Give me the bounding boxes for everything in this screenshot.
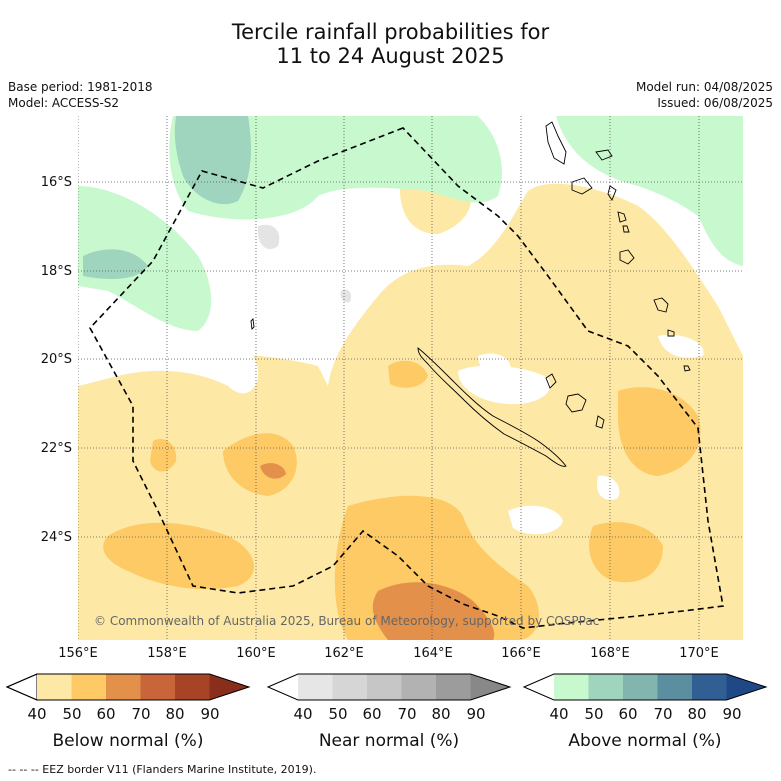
lat-label-20s: 20°S (40, 352, 72, 367)
near-colorbar-title: Near normal (%) (318, 731, 460, 751)
above-swatch-under (524, 674, 554, 700)
lon-label-168e: 168°E (590, 646, 630, 661)
near-tick-90: 90 (466, 705, 486, 723)
above-tick-70: 70 (653, 705, 673, 723)
colorbar-near (266, 673, 512, 701)
vanuatu-islands (545, 121, 691, 372)
above-tick-40: 40 (549, 705, 569, 723)
base-period: Base period: 1981-2018 (8, 80, 153, 94)
small-island-west (250, 318, 255, 330)
below-tick-60: 60 (96, 705, 116, 723)
grid-lines (78, 116, 743, 640)
above-tick-80: 80 (687, 705, 707, 723)
near-40-50-spot-1 (257, 224, 280, 250)
lon-label-162e: 162°E (324, 646, 364, 661)
above-tick-90: 90 (722, 705, 742, 723)
lon-label-170e: 170°E (679, 646, 719, 661)
near-swatch-80-90 (436, 674, 471, 700)
above-swatch-80-90 (692, 674, 727, 700)
colorbar-above (522, 673, 768, 701)
above-swatch-50-60 (588, 674, 623, 700)
lat-label-24s: 24°S (40, 530, 72, 545)
white-patch-1 (458, 365, 551, 405)
near-swatch-50-60 (332, 674, 367, 700)
near-tick-50: 50 (328, 705, 348, 723)
lon-label-166e: 166°E (501, 646, 541, 661)
above-40-50-west (78, 186, 212, 331)
below-colorbar-title: Below normal (%) (52, 731, 204, 751)
model-name: Model: ACCESS-S2 (8, 96, 120, 110)
near-swatch-60-70 (367, 674, 402, 700)
lat-label-16s: 16°S (40, 175, 72, 190)
above-tick-50: 50 (584, 705, 604, 723)
white-patch-4 (658, 334, 704, 358)
near-outline (266, 673, 512, 701)
below-40-50-region (78, 183, 743, 640)
below-tick-70: 70 (131, 705, 151, 723)
issued-date: Issued: 06/08/2025 (657, 96, 773, 110)
near-swatch-under (268, 674, 298, 700)
near-tick-40: 40 (293, 705, 313, 723)
near-tick-80: 80 (431, 705, 451, 723)
above-swatch-40-50 (554, 674, 589, 700)
lat-label-18s: 18°S (40, 264, 72, 279)
below-swatch-under (5, 673, 38, 701)
near-swatch-40-50 (298, 674, 333, 700)
below-swatch-60-70 (106, 674, 141, 700)
near-40-50-spot-2 (340, 289, 352, 303)
lat-label-22s: 22°S (40, 441, 72, 456)
white-patch-3 (596, 475, 620, 500)
above-tick-60: 60 (618, 705, 638, 723)
probability-map: © Commonwealth of Australia 2025, Bureau… (78, 116, 743, 640)
below-50-60-se (589, 522, 663, 583)
near-tick-70: 70 (397, 705, 417, 723)
eez-footnote: -- -- -- EEZ border V11 (Flanders Marine… (8, 763, 317, 776)
above-40-50-north (169, 116, 502, 220)
white-west (78, 286, 259, 394)
near-swatch-over (470, 674, 510, 700)
loyalty-islands (545, 373, 605, 429)
below-50-60-west (223, 433, 297, 496)
below-60-70-spot (260, 463, 286, 479)
below-50-60-mid (388, 360, 428, 388)
below-tick-90: 90 (200, 705, 220, 723)
below-tick-50: 50 (62, 705, 82, 723)
eez-border (89, 127, 724, 629)
colorbar-below (5, 673, 251, 701)
below-swatch-70-80 (140, 674, 175, 700)
model-run: Model run: 04/08/2025 (635, 80, 773, 94)
new-caledonia-grande-terre (417, 347, 567, 467)
above-50-60-west (83, 249, 148, 279)
below-50-60-east (618, 387, 701, 476)
below-swatch-80-90 (175, 674, 210, 700)
lon-label-164e: 164°E (413, 646, 453, 661)
white-patch-2 (508, 505, 563, 535)
above-outline (522, 673, 768, 701)
below-swatch-40-50 (37, 674, 72, 700)
lon-label-156e: 156°E (58, 646, 98, 661)
map-title-line1: Tercile rainfall probabilities for (231, 20, 550, 44)
below-50-60-left (150, 438, 177, 472)
below-60-70-south (372, 582, 495, 640)
near-swatch-70-80 (401, 674, 436, 700)
below-tick-40: 40 (27, 705, 47, 723)
below-tick-80: 80 (165, 705, 185, 723)
above-colorbar-title: Above normal (%) (568, 731, 722, 751)
below-swatch-50-60 (71, 674, 106, 700)
map-copyright: © Commonwealth of Australia 2025, Bureau… (94, 614, 599, 628)
map-title-line2: 11 to 24 August 2025 (276, 44, 505, 68)
below-outline (5, 673, 251, 701)
above-swatch-70-80 (657, 674, 692, 700)
above-40-50-east (556, 116, 743, 266)
lon-label-158e: 158°E (147, 646, 187, 661)
below-50-60-sw (103, 522, 255, 590)
above-swatch-60-70 (623, 674, 658, 700)
below-swatch-over (209, 674, 249, 700)
near-tick-60: 60 (362, 705, 382, 723)
lon-label-160e: 160°E (236, 646, 276, 661)
above-swatch-over (726, 674, 766, 700)
